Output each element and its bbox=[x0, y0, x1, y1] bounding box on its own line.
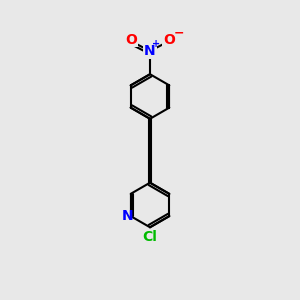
Text: O: O bbox=[163, 33, 175, 47]
Text: +: + bbox=[152, 40, 160, 50]
Text: −: − bbox=[173, 27, 184, 40]
Text: N: N bbox=[121, 209, 133, 223]
Text: Cl: Cl bbox=[142, 230, 158, 244]
Text: N: N bbox=[144, 44, 156, 58]
Text: O: O bbox=[125, 33, 137, 47]
